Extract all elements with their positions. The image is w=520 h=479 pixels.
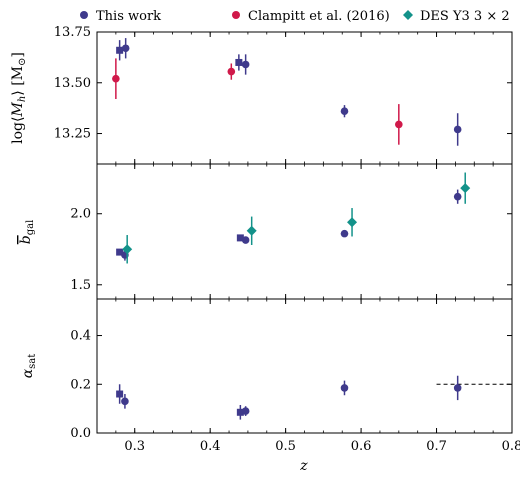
ytick-label-bottom-1: 0.2 [70, 377, 91, 392]
panel-bottom-ylabel: αsat [20, 354, 38, 379]
legend-label-this-work: This work [96, 9, 161, 24]
point-bottom-s1-p3-marker [453, 384, 462, 392]
point-bottom-s1-p1-marker [241, 407, 250, 415]
point-top-s0-p1-marker [235, 58, 243, 66]
x-axis-label: z [299, 458, 308, 474]
panel-bottom-frame [96, 298, 513, 434]
legend-label-des: DES Y3 3 × 2 [420, 9, 510, 24]
point-top-s2-p1-marker [227, 67, 236, 76]
point-middle-s1-p1-marker [241, 236, 250, 244]
xtick-label-2: 0.5 [275, 439, 296, 454]
point-bottom-s1-p0-marker [121, 397, 129, 406]
ytick-label-top-2: 13.75 [54, 25, 91, 40]
ytick-label-bottom-0: 0.0 [70, 426, 91, 441]
point-middle-s1-p2-marker [340, 229, 349, 238]
panel-top-frame [96, 31, 513, 165]
point-top-s2-p0-marker [112, 74, 120, 83]
xtick-label-1: 0.4 [200, 439, 221, 454]
ytick-label-top-0: 13.25 [54, 127, 91, 142]
point-top-s1-p2-marker [340, 107, 349, 115]
ytick-label-middle-1: 2.0 [70, 207, 91, 222]
point-middle-s0-p1-marker [236, 234, 244, 242]
point-bottom-s0-p1-marker [236, 408, 244, 416]
panel-middle-ylabel: bgal [18, 220, 36, 245]
legend-label-clampitt: Clampitt et al. (2016) [248, 9, 390, 24]
point-top-s0-p0-marker [116, 46, 124, 54]
point-middle-s0-p0-marker [116, 248, 124, 256]
xtick-label-4: 0.7 [426, 439, 447, 454]
point-bottom-s0-p0-marker [116, 390, 124, 398]
panel-top-ylabel: log⟨Mh⟩ [M⊙] [10, 52, 28, 144]
point-top-s2-p2-marker [395, 120, 403, 129]
point-top-s1-p0-marker [121, 44, 130, 53]
point-middle-s2-p0-marker [122, 244, 133, 255]
point-middle-s1-p3-marker [453, 192, 462, 201]
point-middle-s2-p1-marker [246, 225, 257, 236]
legend-marker-des [403, 10, 413, 20]
ytick-label-middle-0: 1.5 [70, 278, 91, 293]
legend: This work Clampitt et al. (2016) DES Y3 … [80, 9, 510, 24]
panel-middle-frame [96, 163, 513, 300]
point-middle-s2-p3-marker [460, 183, 471, 194]
xtick-label-5: 0.8 [502, 439, 520, 454]
ytick-label-top-1: 13.50 [54, 76, 91, 91]
point-middle-s2-p2-marker [347, 217, 358, 228]
point-top-s1-p3-marker [453, 125, 462, 134]
plot-layer: 13.25 13.50 13.75 1.5 2.0 0.0 0.2 0.4 0.3 0.4 0.5 0… [54, 25, 520, 454]
legend-marker-clampitt [232, 11, 240, 19]
ytick-label-bottom-2: 0.4 [70, 329, 91, 344]
point-bottom-s1-p2-marker [340, 384, 349, 392]
xtick-label-3: 0.6 [351, 439, 372, 454]
legend-marker-this-work [80, 11, 88, 19]
point-top-s1-p1-marker [241, 60, 250, 69]
xtick-label-0: 0.3 [124, 439, 145, 454]
